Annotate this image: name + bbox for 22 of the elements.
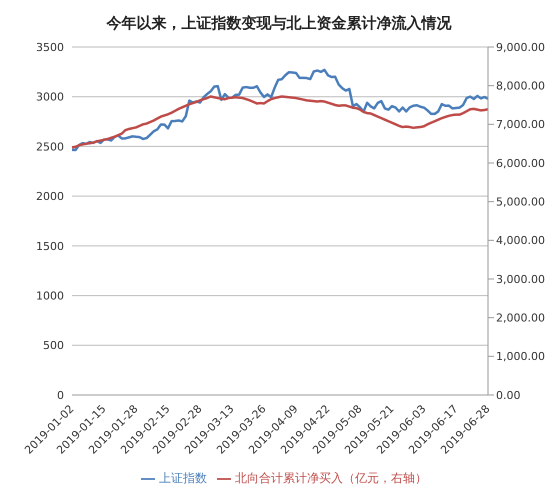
legend-label: 北向合计累计净买入（亿元，右轴） xyxy=(235,471,427,485)
y-tick-label: 3000 xyxy=(36,90,64,104)
y2-tick-label: 3,000.00 xyxy=(496,272,545,286)
y2-tick-label: 6,000.00 xyxy=(496,156,545,170)
chart-title: 今年以来，上证指数变现与北上资金累计净流入情况 xyxy=(105,13,452,34)
y2-tick-label: 7,000.00 xyxy=(496,118,545,132)
y-tick-label: 3500 xyxy=(36,40,64,54)
y-tick-label: 0 xyxy=(57,388,64,402)
y2-tick-label: 9,000.00 xyxy=(496,40,545,54)
y2-tick-label: 4,000.00 xyxy=(496,234,545,248)
y2-tick-label: 8,000.00 xyxy=(496,80,545,93)
legend-label: 上证指数 xyxy=(159,471,207,485)
y-tick-label: 2500 xyxy=(36,140,64,154)
y-tick-label: 1000 xyxy=(36,289,64,302)
y2-tick-label: 2,000.00 xyxy=(496,312,545,325)
y2-tick-label: 1,000.00 xyxy=(496,350,545,364)
y-tick-label: 1500 xyxy=(36,240,64,253)
y-tick-label: 2000 xyxy=(36,190,64,204)
y-tick-label: 500 xyxy=(43,339,64,352)
y2-tick-label: 0.00 xyxy=(496,388,520,402)
line-series xyxy=(70,95,490,149)
y2-tick-label: 5,000.00 xyxy=(496,196,545,209)
